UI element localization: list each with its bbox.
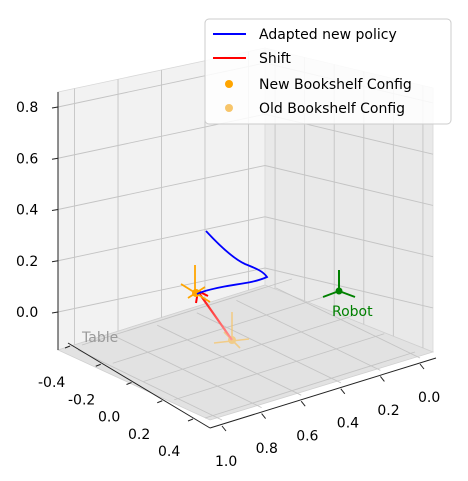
x-tick-label: 0.8: [256, 441, 278, 457]
y-tick-label: 0.2: [128, 427, 150, 443]
legend-entry-shift: Shift: [213, 51, 291, 67]
svg-text:Adapted new policy: Adapted new policy: [259, 27, 397, 43]
svg-text:Old Bookshelf Config: Old Bookshelf Config: [259, 101, 405, 117]
x-grid-floor-line: [77, 349, 223, 421]
y-grid-floor-line: [143, 315, 354, 382]
x-grid-floor-line: [275, 287, 421, 359]
y-tick-label: 0.0: [98, 410, 120, 426]
x-tick-label: 0.6: [296, 428, 318, 444]
table-annotation: Table: [81, 330, 118, 346]
z-grid-line: [57, 267, 434, 313]
y-axis-line: [67, 342, 211, 429]
y-tick-label: -0.2: [68, 392, 95, 408]
z-grid-line: [57, 165, 434, 210]
x-tick: [380, 376, 385, 382]
x-tick-label: 0.4: [337, 416, 359, 432]
z-grid-line: [57, 216, 434, 262]
x-tick: [221, 425, 227, 432]
tick-labels: 0.00.20.40.60.8-0.4-0.20.00.20.41.00.80.…: [16, 100, 440, 470]
z-tick: [51, 106, 59, 109]
z-tick: [51, 209, 59, 211]
x-grid-floor-line: [236, 299, 381, 371]
y-grid-floor-line: [174, 333, 385, 401]
x-tick-label: 0.2: [377, 403, 399, 419]
z-tick-label: 0.6: [16, 151, 38, 167]
x-tick: [261, 413, 266, 419]
robot-marker: [322, 270, 356, 298]
grid-lines: [57, 50, 434, 421]
y-tick-label: -0.4: [38, 375, 65, 391]
y-tick: [187, 418, 194, 422]
z-tick: [51, 157, 59, 160]
svg-text:New Bookshelf Config: New Bookshelf Config: [259, 77, 412, 93]
y-grid-floor-line: [204, 351, 416, 419]
y-tick-label: 0.4: [158, 444, 180, 460]
y-tick: [126, 382, 132, 385]
x-axis-line: [209, 357, 437, 429]
y-grid-floor-line: [81, 278, 293, 346]
robot-annotation: Robot: [332, 304, 373, 320]
x-grid-floor-line: [117, 337, 262, 409]
y-tick: [95, 363, 101, 367]
x-tick: [300, 400, 306, 407]
z-tick-label: 0.8: [16, 100, 38, 116]
policy-trajectory: [196, 230, 269, 295]
legend: Adapted new policy Shift New Bookshelf C…: [204, 18, 452, 125]
legend-entry-new-config: New Bookshelf Config: [225, 77, 412, 93]
tick-marks: [51, 106, 425, 432]
x-grid-floor-line: [157, 324, 302, 396]
z-tick: [51, 260, 59, 263]
legend-entry-policy: Adapted new policy: [213, 27, 397, 43]
x-tick: [340, 388, 346, 395]
x-tick-label: 0.0: [418, 390, 440, 406]
y-tick: [64, 345, 71, 349]
legend-entry-old-config: Old Bookshelf Config: [225, 101, 405, 117]
z-tick-label: 0.0: [16, 305, 38, 321]
new-bookshelf-marker: [180, 265, 211, 303]
z-tick-label: 0.4: [16, 203, 38, 219]
z-tick-label: 0.2: [16, 254, 38, 270]
z-tick: [51, 311, 59, 314]
x-tick-label: 1.0: [215, 454, 237, 470]
y-tick: [157, 400, 163, 404]
x-tick: [419, 363, 425, 370]
svg-text:Shift: Shift: [259, 51, 291, 67]
